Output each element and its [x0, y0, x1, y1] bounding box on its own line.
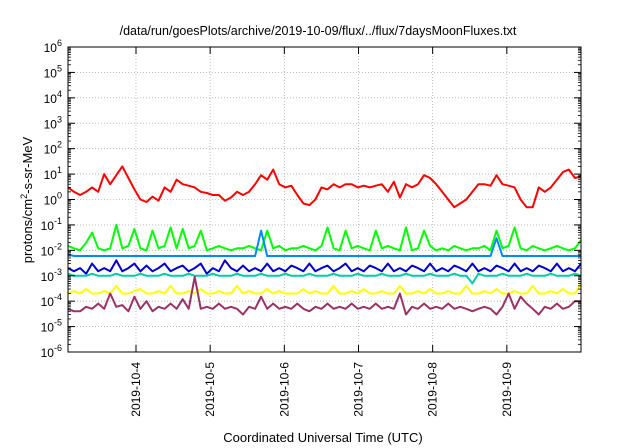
y-tick-label-exponent: -4 — [54, 292, 62, 302]
y-tick-label-exponent: 5 — [57, 63, 62, 73]
x-tick-label: 2019-10-6 — [277, 362, 291, 417]
y-axis-title-sup: 2 — [19, 194, 29, 199]
y-tick-label: 105 — [44, 63, 62, 80]
series-line — [67, 229, 581, 257]
x-tick-label: 2019-10-7 — [351, 362, 365, 417]
y-tick-label-exponent: -6 — [54, 343, 62, 353]
y-tick-label: 102 — [44, 140, 62, 157]
series-line — [67, 282, 582, 295]
y-tick-label: 100 — [44, 191, 62, 208]
y-tick-label-base: 10 — [41, 321, 55, 335]
y-tick-label: 10-6 — [41, 343, 62, 360]
y-tick-label-base: 10 — [41, 346, 55, 360]
x-tick-label: 2019-10-8 — [426, 362, 440, 417]
y-tick-label: 10-2 — [41, 241, 62, 258]
series-layer — [67, 165, 582, 316]
y-tick-label-base: 10 — [41, 295, 55, 309]
y-tick-label-base: 10 — [44, 117, 58, 131]
y-tick-label: 10-4 — [41, 292, 62, 309]
y-tick-label-exponent: 4 — [57, 89, 62, 99]
y-axis: 10-610-510-410-310-210-11001011021031041… — [41, 38, 581, 360]
y-axis-title-post: -s-sr-MeV — [20, 136, 35, 193]
y-tick-label: 103 — [44, 114, 62, 131]
y-tick-label-base: 10 — [44, 168, 58, 182]
y-axis-title-pre: protons/cm — [20, 199, 35, 263]
y-tick-label: 106 — [44, 38, 62, 55]
y-tick-label-base: 10 — [44, 194, 58, 208]
series-line — [67, 165, 582, 209]
y-tick-label-base: 10 — [41, 270, 55, 284]
y-tick-label: 10-3 — [41, 267, 62, 284]
chart-title: /data/run/goesPlots/archive/2019-10-09/f… — [120, 24, 517, 38]
y-tick-label-base: 10 — [41, 244, 55, 258]
y-axis-title: protons/cm2-s-sr-MeV — [19, 136, 35, 263]
y-tick-label-exponent: 6 — [57, 38, 62, 48]
x-axis: 2019-10-4 2019-10-5 2019-10-6 2019-10-7 2019… — [129, 47, 514, 417]
x-axis-title: Coordinated Universal Time (UTC) — [223, 430, 422, 445]
y-tick-label-exponent: -5 — [54, 318, 62, 328]
series-line — [67, 275, 581, 316]
series-line — [67, 272, 582, 285]
y-tick-label: 104 — [44, 89, 62, 106]
series-line — [67, 223, 582, 252]
y-tick-label-base: 10 — [44, 92, 58, 106]
x-tick-label: 2019-10-5 — [203, 362, 217, 417]
x-tick-label: 2019-10-4 — [129, 362, 143, 417]
y-tick-label: 10-5 — [41, 318, 62, 335]
y-tick-label-base: 10 — [44, 66, 58, 80]
y-tick-label-exponent: -2 — [54, 241, 62, 251]
y-tick-label: 10-1 — [41, 216, 62, 233]
y-tick-label-base: 10 — [44, 41, 58, 55]
y-tick-label-exponent: 3 — [57, 114, 62, 124]
series-line — [67, 259, 582, 275]
y-tick-label-base: 10 — [41, 219, 55, 233]
y-tick-label-exponent: -3 — [54, 267, 62, 277]
y-tick-label-exponent: 0 — [57, 191, 62, 201]
y-tick-label-exponent: 1 — [57, 165, 62, 175]
y-tick-label: 101 — [44, 165, 62, 182]
y-tick-label-exponent: 2 — [57, 140, 62, 150]
y-tick-label-exponent: -1 — [54, 216, 62, 226]
y-tick-label-base: 10 — [44, 143, 58, 157]
x-tick-label: 2019-10-9 — [500, 362, 514, 417]
